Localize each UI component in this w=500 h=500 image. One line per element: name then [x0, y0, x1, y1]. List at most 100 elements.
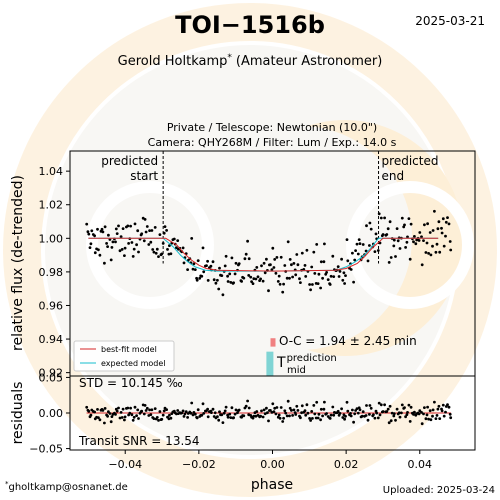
- residual-point: [210, 411, 213, 414]
- flux-point: [298, 277, 301, 281]
- residual-point: [246, 399, 250, 403]
- flux-point: [277, 274, 281, 278]
- residual-point: [226, 415, 230, 419]
- residual-point: [312, 404, 316, 407]
- flux-point: [387, 261, 391, 264]
- residual-point: [120, 416, 124, 419]
- flux-point: [434, 250, 438, 254]
- residual-point: [126, 406, 130, 410]
- residual-point: [254, 414, 258, 418]
- flux-point: [96, 227, 99, 231]
- residual-point: [304, 413, 308, 417]
- flux-point: [431, 244, 434, 248]
- residual-point: [426, 405, 429, 409]
- residual-point: [282, 416, 285, 420]
- residual-point: [103, 407, 107, 410]
- flux-point: [356, 252, 360, 256]
- flux-point: [88, 246, 92, 250]
- flux-point: [373, 250, 377, 254]
- residual-point: [123, 418, 126, 422]
- flux-point: [175, 246, 178, 250]
- residual-point: [93, 410, 96, 414]
- flux-point: [441, 217, 445, 221]
- flux-point: [288, 258, 292, 261]
- residual-point: [295, 404, 299, 408]
- main-y-tick-label: 0.96: [39, 299, 64, 312]
- residual-point: [381, 410, 385, 413]
- flux-point: [355, 242, 359, 246]
- residual-point: [195, 416, 199, 420]
- x-tick-label: −0.04: [108, 458, 142, 471]
- residual-point: [373, 416, 377, 420]
- flux-point: [218, 266, 221, 270]
- residual-point: [431, 414, 434, 418]
- instrument-line-1: Private / Telescope: Newtonian (10.0"): [167, 121, 377, 134]
- flux-point: [438, 250, 442, 254]
- flux-point: [285, 276, 289, 280]
- flux-point: [100, 227, 104, 231]
- flux-point: [255, 266, 259, 269]
- flux-point: [312, 250, 316, 254]
- residual-point: [309, 419, 312, 422]
- flux-point: [214, 281, 218, 285]
- chart-title: TOI−1516b: [175, 11, 325, 39]
- legend-expected-label: expected model: [101, 359, 166, 368]
- x-tick-label: 0.04: [408, 458, 433, 471]
- residual-point: [182, 415, 186, 418]
- residual-point: [372, 413, 375, 417]
- residual-point: [108, 412, 112, 415]
- tmid-sub: mid: [287, 365, 306, 376]
- residual-point: [202, 412, 206, 415]
- residual-point: [222, 411, 226, 415]
- residual-point: [103, 421, 106, 425]
- flux-point: [133, 222, 137, 226]
- flux-point: [281, 290, 285, 294]
- flux-point: [165, 229, 169, 232]
- flux-point: [303, 264, 307, 267]
- residual-point: [115, 409, 119, 413]
- residual-point: [168, 413, 171, 417]
- flux-point: [385, 233, 389, 236]
- flux-point: [325, 271, 328, 274]
- flux-point: [296, 263, 300, 267]
- flux-point: [191, 267, 195, 271]
- flux-point: [288, 276, 291, 280]
- flux-point: [195, 278, 199, 282]
- residual-point: [427, 417, 430, 421]
- x-tick-label: 0.00: [260, 458, 285, 471]
- residual-point: [130, 413, 134, 417]
- flux-point: [136, 229, 140, 233]
- residual-point: [244, 404, 248, 408]
- residual-y-axis-label: residuals: [10, 382, 26, 445]
- residual-point: [331, 405, 335, 409]
- residual-point: [213, 411, 217, 415]
- residual-point: [423, 406, 426, 409]
- flux-point: [234, 261, 238, 265]
- residual-point: [310, 410, 314, 413]
- flux-point: [262, 261, 266, 265]
- flux-point: [392, 244, 396, 248]
- residual-y-ticks: −0.05 0.00 0.05: [29, 371, 70, 456]
- flux-point: [190, 237, 194, 240]
- flux-point: [437, 220, 441, 224]
- flux-point: [315, 243, 319, 246]
- flux-point: [444, 220, 448, 224]
- flux-point: [246, 239, 250, 243]
- residual-point: [375, 411, 379, 415]
- flux-point: [286, 240, 290, 244]
- legend: best-fit model expected model: [73, 340, 175, 372]
- residual-point: [288, 414, 291, 418]
- residual-point: [279, 406, 283, 409]
- residual-point: [413, 410, 416, 414]
- residual-point: [247, 406, 251, 410]
- flux-point: [115, 232, 119, 236]
- flux-point: [392, 238, 396, 242]
- residual-point: [273, 406, 277, 410]
- residual-point: [447, 405, 451, 409]
- residual-point: [233, 412, 237, 416]
- main-y-tick-label: 1.02: [39, 199, 64, 212]
- residual-point: [368, 413, 371, 416]
- flux-point: [379, 216, 383, 220]
- flux-point: [205, 264, 208, 267]
- flux-point: [111, 240, 115, 244]
